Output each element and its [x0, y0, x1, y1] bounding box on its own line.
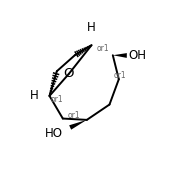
Polygon shape	[113, 53, 127, 58]
Text: HO: HO	[45, 127, 63, 140]
Text: or1: or1	[114, 71, 126, 80]
Text: or1: or1	[67, 111, 80, 120]
Text: or1: or1	[97, 44, 109, 53]
Polygon shape	[69, 120, 87, 130]
Text: H: H	[87, 21, 96, 34]
Text: O: O	[64, 67, 74, 80]
Text: OH: OH	[128, 49, 146, 62]
Text: or1: or1	[50, 95, 63, 104]
Text: H: H	[30, 89, 39, 102]
